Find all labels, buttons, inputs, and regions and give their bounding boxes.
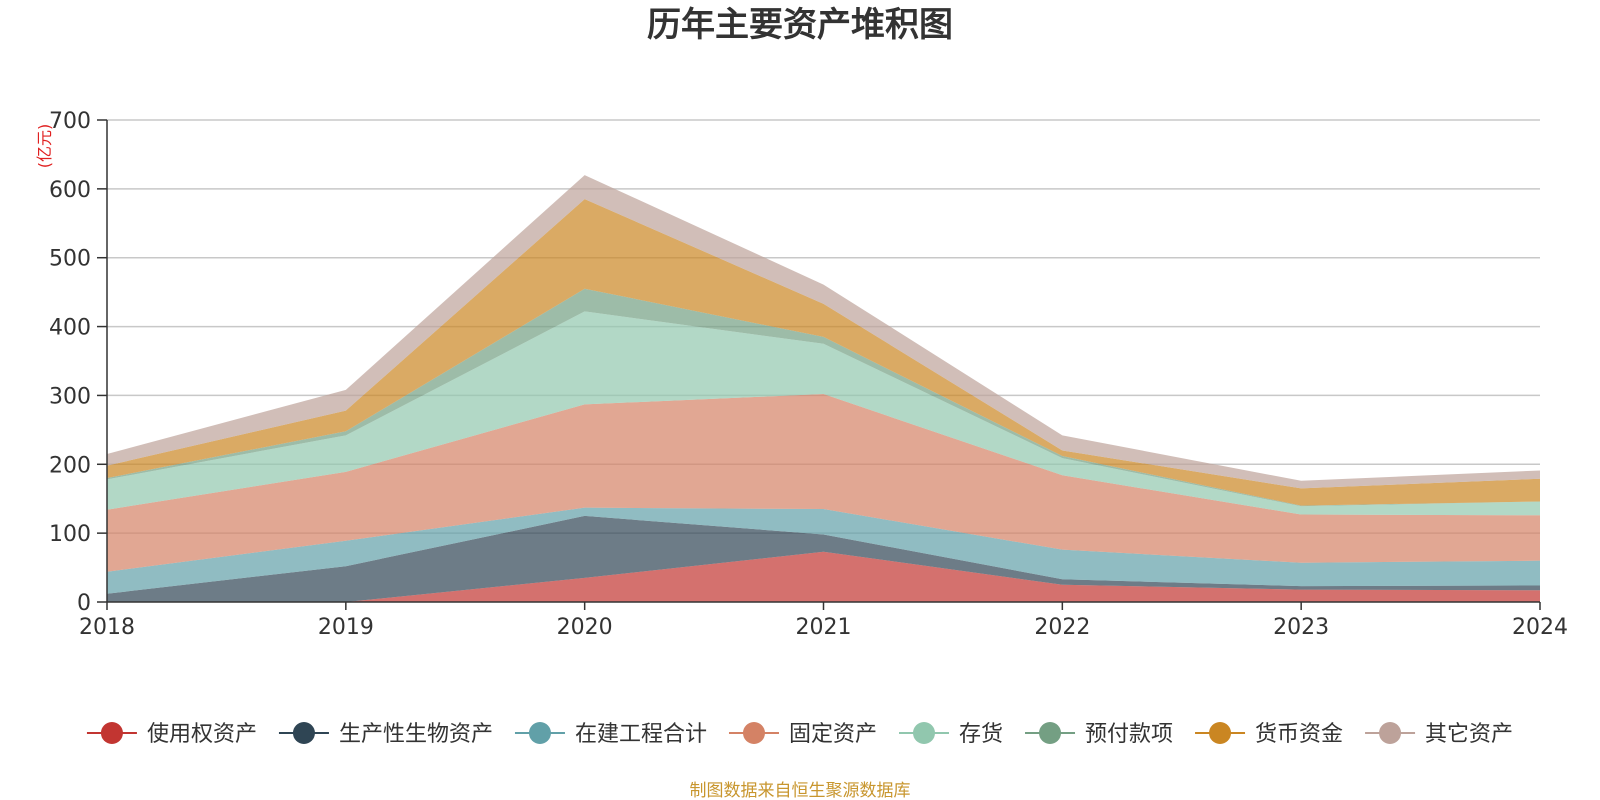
y-tick-label: 700 [49,109,91,134]
axes [97,119,1541,610]
legend-circle-icon [1039,722,1062,744]
legend-item-6[interactable]: 货币资金 [1195,722,1343,747]
legend-label: 使用权资产 [147,722,257,747]
x-tick-label: 2021 [796,615,852,640]
y-tick-label: 400 [49,316,91,341]
legend-item-7[interactable]: 其它资产 [1365,722,1513,747]
legend-item-4[interactable]: 存货 [899,722,1003,747]
legend[interactable]: 使用权资产 生产性生物资产 在建工程合计 固定资产 存货 预付款项 货币资金 其它资产 [86,722,1513,747]
legend-circle-icon [528,722,551,744]
legend-label: 存货 [959,722,1003,747]
y-tick-label: 300 [49,384,91,409]
legend-circle-icon [913,722,935,744]
y-axis-tick-labels: 0 100 200 300 400 500 600 700 [49,109,91,616]
area-series-3 [107,394,1540,572]
area-series-0 [107,551,1540,602]
legend-circle-icon [100,722,123,744]
legend-label: 货币资金 [1255,722,1343,747]
legend-item-3[interactable]: 固定资产 [728,722,877,747]
legend-item-1[interactable]: 生产性生物资产 [278,722,493,747]
legend-label: 在建工程合计 [575,722,707,747]
legend-item-0[interactable]: 使用权资产 [86,722,257,747]
y-tick-label: 0 [77,591,91,616]
x-tick-label: 2019 [318,615,374,640]
x-axis-tick-labels: 2018 2019 2020 2021 2022 2023 2024 [79,615,1568,640]
legend-circle-icon [1379,722,1402,744]
legend-circle-icon [292,722,315,744]
chart-title: 历年主要资产堆积图 [647,5,953,45]
legend-label: 生产性生物资产 [339,722,493,747]
area-series-1 [107,515,1540,602]
legend-item-2[interactable]: 在建工程合计 [514,722,707,747]
y-tick-label: 500 [49,247,91,272]
area-series-4 [107,311,1540,516]
x-tick-label: 2020 [557,615,613,640]
legend-circle-icon [742,722,765,744]
legend-label: 固定资产 [789,722,877,747]
y-tick-label: 600 [49,178,91,203]
legend-label: 预付款项 [1085,722,1173,747]
y-tick-label: 100 [49,522,91,547]
legend-circle-icon [1209,722,1232,744]
x-tick-label: 2023 [1273,615,1329,640]
x-tick-label: 2024 [1512,615,1568,640]
x-tick-label: 2018 [79,615,135,640]
legend-label: 其它资产 [1425,722,1513,747]
area-series-group [107,175,1540,602]
y-tick-label: 200 [49,453,91,478]
legend-item-5[interactable]: 预付款项 [1025,722,1173,747]
data-source-note: 制图数据来自恒生聚源数据库 [690,781,911,800]
y-axis-unit-label: (亿元) [35,124,54,169]
area-series-2 [107,507,1540,594]
x-tick-label: 2022 [1034,615,1090,640]
